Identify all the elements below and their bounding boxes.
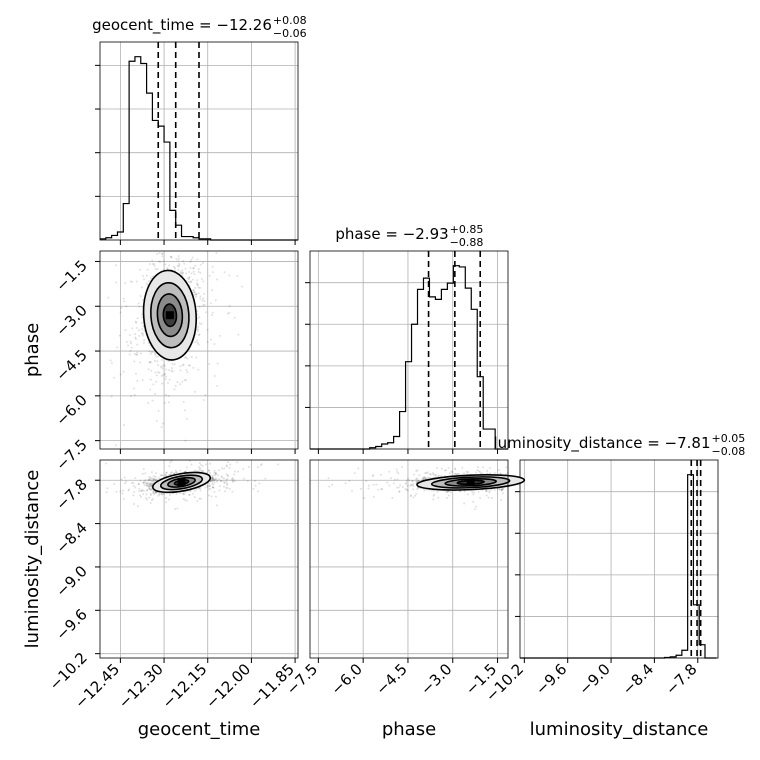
title-minus: −0.08: [712, 445, 746, 458]
panel-title-luminosity_distance: luminosity_distance = −7.81 +0.05−0.08: [493, 432, 745, 458]
x-axis-label-phase: phase: [382, 719, 436, 740]
panel-frame: [99, 459, 299, 659]
panel-frame: [519, 459, 719, 659]
y-tick-label-phase: −3.0: [52, 301, 90, 339]
x-tick-label-phase: −3.0: [417, 660, 455, 698]
title-text: phase = −2.93: [335, 225, 448, 243]
x-tick-label-luminosity_distance: −9.0: [575, 660, 613, 698]
title-plus: +0.85: [450, 223, 484, 236]
y-tick-label-luminosity_distance: −7.8: [52, 475, 90, 513]
hist-panel-geocent_time: [95, 41, 299, 245]
title-minus: −0.06: [273, 27, 307, 40]
y-axis-label-phase: phase: [22, 323, 43, 377]
y-tick-label-luminosity_distance: −9.6: [52, 605, 90, 643]
y-axis-label-luminosity_distance: luminosity_distance: [22, 470, 43, 649]
panel-title-geocent_time: geocent_time = −12.26 +0.08−0.06: [92, 14, 307, 40]
panel-frame: [99, 250, 299, 450]
joint-panel-geocent_time-phase: [95, 250, 299, 454]
x-tick-label-geocent_time: −12.15: [159, 660, 211, 712]
panel-frame: [309, 250, 509, 450]
x-tick-label-luminosity_distance: −7.8: [662, 660, 700, 698]
panel-frame: [309, 459, 509, 659]
y-tick-label-luminosity_distance: −9.0: [52, 562, 90, 600]
x-axis-label-geocent_time: geocent_time: [138, 719, 261, 740]
x-axis-label-luminosity_distance: luminosity_distance: [530, 719, 709, 740]
x-tick-label-geocent_time: −12.30: [115, 660, 167, 712]
joint-panel-geocent_time-luminosity_distance: [95, 459, 299, 663]
title-text: luminosity_distance = −7.81: [493, 434, 710, 453]
joint-panel-phase-luminosity_distance: [309, 459, 526, 663]
density-peak: [177, 478, 186, 487]
y-tick-label-phase: −1.5: [52, 257, 90, 295]
density-peak: [165, 311, 174, 320]
panel-frame: [99, 41, 299, 241]
histogram-phase: [310, 265, 508, 450]
y-tick-label-phase: −6.0: [52, 391, 90, 429]
title-minus: −0.88: [450, 236, 484, 249]
y-tick-label-luminosity_distance: −8.4: [52, 519, 90, 557]
panel-title-phase: phase = −2.93 +0.85−0.88: [335, 223, 483, 249]
hist-panel-phase: [305, 250, 509, 454]
x-tick-label-geocent_time: −12.00: [202, 660, 254, 712]
hist-panel-luminosity_distance: [515, 459, 719, 663]
title-plus: +0.05: [712, 432, 746, 445]
title-plus: +0.08: [273, 14, 307, 27]
histogram-luminosity_distance: [520, 474, 717, 659]
y-tick-label-phase: −7.5: [52, 436, 90, 474]
x-tick-label-phase: −4.5: [372, 660, 410, 698]
y-tick-label-phase: −4.5: [52, 346, 90, 384]
x-tick-label-phase: −6.0: [327, 660, 365, 698]
x-tick-label-luminosity_distance: −9.6: [532, 660, 570, 698]
title-text: geocent_time = −12.26: [92, 16, 272, 35]
density-peak: [466, 478, 475, 487]
x-tick-label-luminosity_distance: −8.4: [619, 660, 657, 698]
